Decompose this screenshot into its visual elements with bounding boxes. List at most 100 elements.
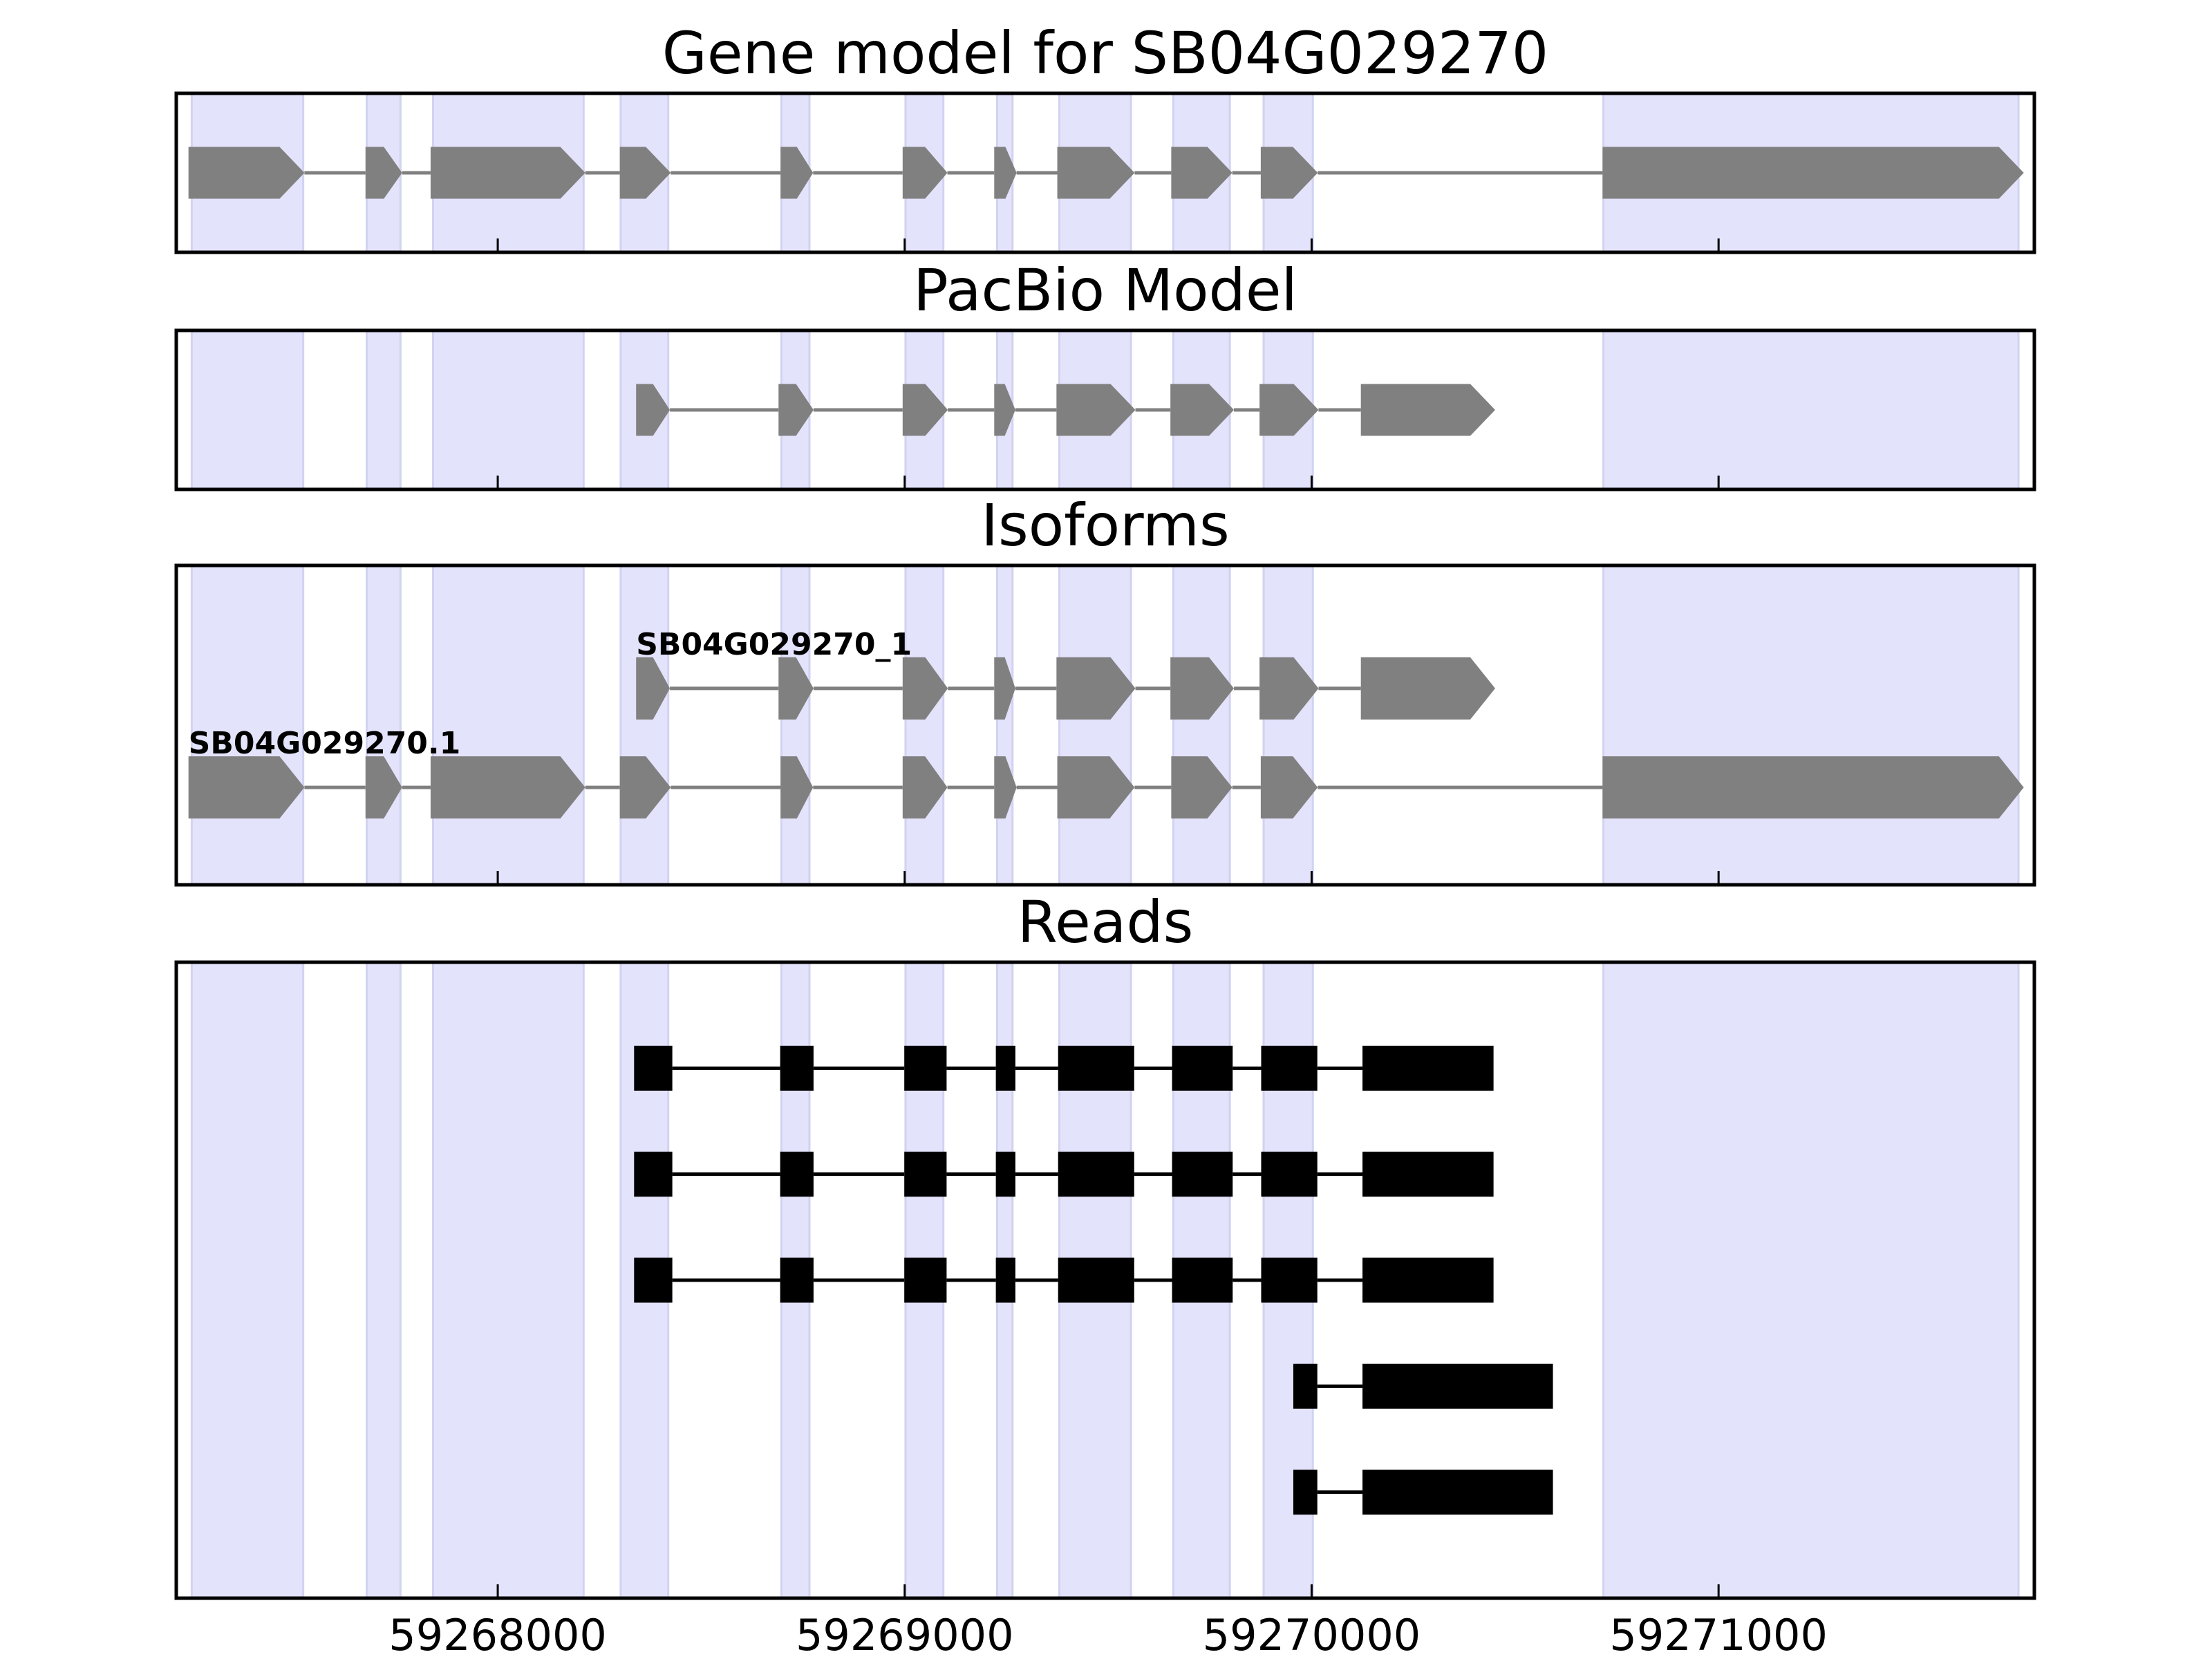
exon: [634, 1045, 673, 1091]
exon: [778, 657, 814, 720]
exon: [778, 384, 814, 436]
exon: [1293, 1470, 1318, 1515]
exon: [1260, 147, 1318, 199]
exon: [619, 756, 671, 819]
exon: [1172, 1257, 1233, 1303]
exon: [1170, 384, 1235, 436]
exon: [902, 657, 948, 720]
x-tick-label: 59271000: [1609, 1610, 1828, 1659]
exon: [995, 1045, 1015, 1091]
panel-title: Isoforms: [981, 491, 1230, 559]
exon-region: [431, 961, 585, 1600]
exon: [1260, 756, 1318, 819]
exon: [1261, 1257, 1318, 1303]
exon: [780, 1045, 814, 1091]
exon: [619, 147, 671, 199]
exon: [994, 756, 1017, 819]
exon-region: [1262, 564, 1314, 886]
exon: [904, 1257, 947, 1303]
exon: [1362, 1257, 1494, 1303]
exon: [994, 657, 1015, 720]
x-tick-label: 59270000: [1203, 1610, 1421, 1659]
exon: [1602, 756, 2024, 819]
exon: [780, 1257, 814, 1303]
exon: [994, 384, 1015, 436]
exon: [1057, 756, 1135, 819]
exon: [1171, 147, 1232, 199]
exon: [636, 657, 671, 720]
exon-region: [190, 329, 305, 491]
exon: [994, 147, 1017, 199]
exon: [902, 384, 948, 436]
exon: [780, 1152, 814, 1197]
exon: [902, 147, 948, 199]
isoform-label: SB04G029270.1: [189, 726, 461, 761]
exon: [1362, 1152, 1494, 1197]
x-tick-label: 59268000: [388, 1610, 607, 1659]
panel-frame: [174, 328, 2036, 491]
exon: [636, 384, 671, 436]
exon-region: [366, 564, 402, 886]
exon: [1058, 1045, 1134, 1091]
panel-title: Gene model for SB04G029270: [662, 19, 1548, 87]
exon-region: [780, 564, 811, 886]
exon-region: [190, 564, 305, 886]
exon: [1056, 384, 1136, 436]
exon-region: [431, 564, 585, 886]
panel-title: PacBio Model: [913, 256, 1297, 324]
exon: [1362, 1363, 1553, 1409]
panel-frame: [174, 563, 2036, 887]
exon-region: [995, 564, 1014, 886]
exon: [188, 147, 305, 199]
exon-region: [619, 564, 670, 886]
exon: [1171, 756, 1232, 819]
exon: [1056, 657, 1136, 720]
exon-region: [1058, 564, 1132, 886]
exon: [634, 1152, 673, 1197]
exon-region: [190, 961, 305, 1600]
exon: [1170, 657, 1235, 720]
exon: [904, 1045, 947, 1091]
exon: [365, 756, 402, 819]
exon: [1057, 147, 1135, 199]
panel-frame: [174, 91, 2036, 254]
x-tick-label: 59269000: [796, 1610, 1014, 1659]
exon-region: [366, 329, 402, 491]
exon-region: [366, 961, 402, 1600]
exon: [902, 756, 948, 819]
exon-region: [1602, 961, 2020, 1600]
exon-region: [1602, 564, 2020, 886]
exon: [1360, 657, 1495, 720]
exon: [780, 756, 814, 819]
panel-title: Reads: [1018, 888, 1194, 956]
exon: [1293, 1363, 1318, 1409]
exon: [430, 756, 585, 819]
exon: [1362, 1045, 1494, 1091]
exon: [1259, 384, 1319, 436]
exon: [1360, 384, 1495, 436]
exon: [1362, 1470, 1553, 1515]
panel-frame: [174, 960, 2036, 1600]
exon: [1261, 1152, 1318, 1197]
exon: [365, 147, 402, 199]
exon: [1172, 1152, 1233, 1197]
exon: [188, 756, 305, 819]
exon: [430, 147, 585, 199]
exon-region: [1172, 564, 1231, 886]
exon: [904, 1152, 947, 1197]
exon: [995, 1257, 1015, 1303]
exon: [1058, 1152, 1134, 1197]
exon: [1172, 1045, 1233, 1091]
isoform-label: SB04G029270_1: [636, 627, 912, 662]
exon: [1602, 147, 2024, 199]
exon-region: [431, 329, 585, 491]
exon: [1259, 657, 1319, 720]
exon: [634, 1257, 673, 1303]
exon-region: [1602, 329, 2020, 491]
exon: [1261, 1045, 1318, 1091]
exon: [1058, 1257, 1134, 1303]
exon: [780, 147, 814, 199]
exon: [995, 1152, 1015, 1197]
exon-region: [904, 564, 945, 886]
